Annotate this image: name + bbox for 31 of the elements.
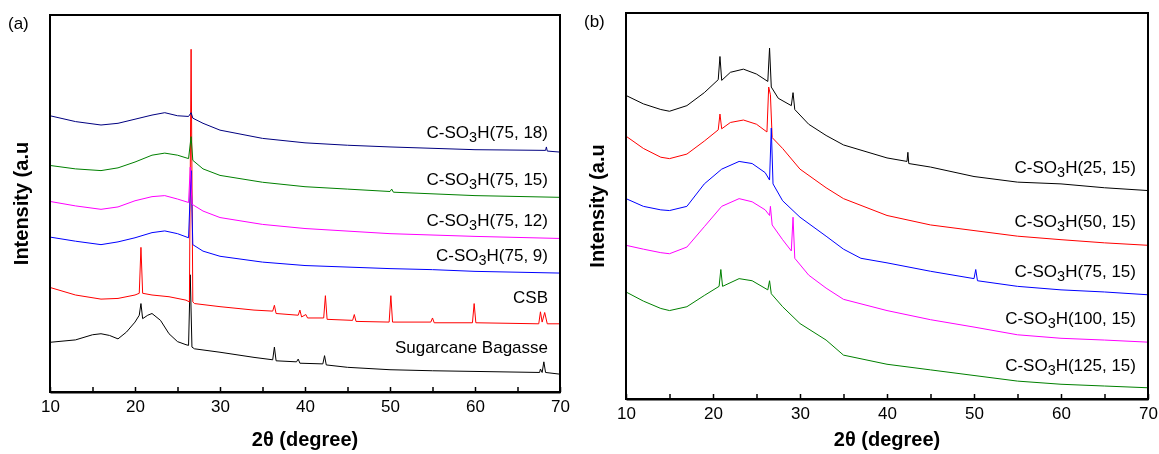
x-tick-label: 30 <box>211 397 230 417</box>
y-axis-title: Intensity (a.u <box>586 144 608 268</box>
y-axis-title: Intensity (a.u <box>10 141 32 266</box>
series-label: C-SO$_{3}$H(25, 15) <box>1014 157 1136 180</box>
series-label: C-SO$_{3}$H(125, 15) <box>1005 355 1136 378</box>
x-axis-title: 2θ (degree) <box>251 428 359 450</box>
x-tick-label: 70 <box>551 397 570 417</box>
x-tick-label: 50 <box>965 404 984 424</box>
series-label: C-SO$_{3}$H(100, 15) <box>1005 308 1136 331</box>
x-tick-label: 10 <box>41 397 60 417</box>
x-tick-label: 60 <box>1052 404 1071 424</box>
x-tick-label: 20 <box>704 404 723 424</box>
series-label: Sugarcane Bagasse <box>394 337 548 357</box>
series-label: C-SO$_{3}$H(75, 18) <box>426 122 548 146</box>
series-label: C-SO$_{3}$H(75, 9) <box>436 245 548 268</box>
series-label: CSB <box>513 287 548 307</box>
x-tick-label: 60 <box>466 397 485 417</box>
series-label: C-SO$_{3}$H(75, 15) <box>426 169 548 192</box>
x-tick-label: 70 <box>1139 404 1158 424</box>
chart-title: (a) <box>8 14 29 33</box>
x-tick-label: 40 <box>878 404 897 424</box>
chart-title: (b) <box>584 12 605 31</box>
series-label: C-SO$_{3}$H(50, 15) <box>1014 211 1136 234</box>
series-label: C-SO$_{3}$H(75, 15) <box>1014 261 1136 285</box>
series-label: C-SO$_{3}$H(75, 12) <box>426 210 548 234</box>
x-tick-label: 10 <box>617 404 636 424</box>
x-tick-label: 30 <box>791 404 810 424</box>
x-tick-label: 50 <box>381 397 400 417</box>
x-tick-label: 40 <box>296 397 315 417</box>
x-tick-label: 20 <box>126 397 145 417</box>
x-axis-title: 2θ (degree) <box>833 428 941 450</box>
